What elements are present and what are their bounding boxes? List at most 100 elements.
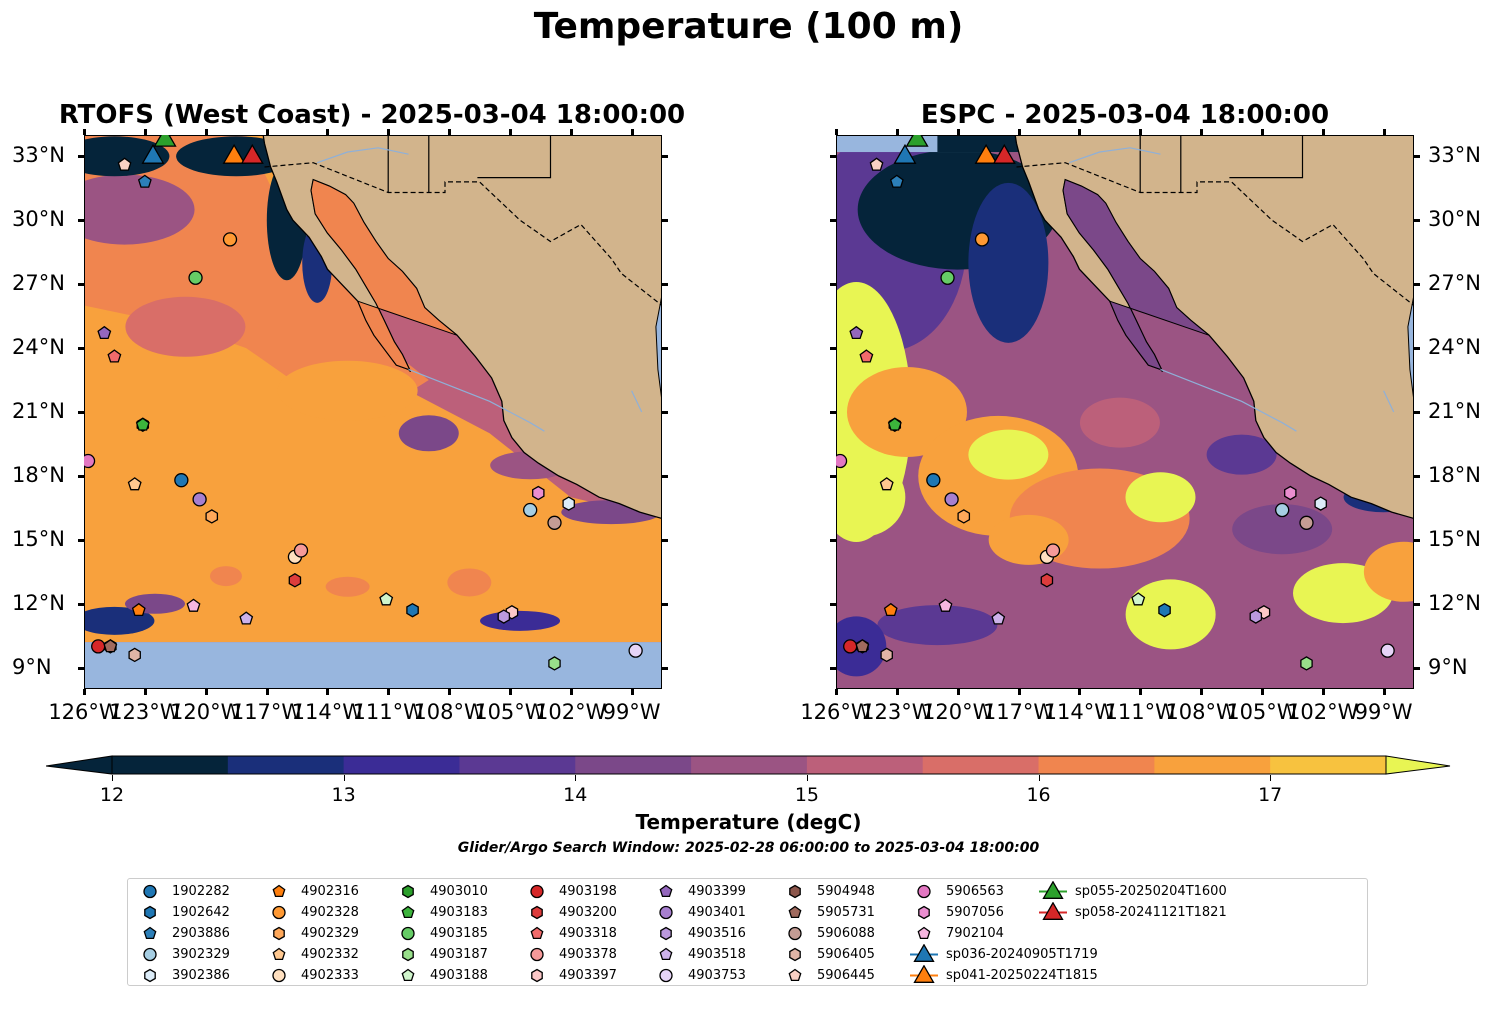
legend-item-3902386: 3902386: [136, 965, 230, 986]
legend: 1902282 1902642 2903886 3902329 3902386 49023…: [127, 878, 1368, 986]
colorbar-segment: [227, 756, 345, 774]
pentagon-marker-icon: [401, 968, 415, 982]
lat-tick-mark: [662, 347, 668, 351]
legend-item-4903397: 4903397: [523, 965, 617, 986]
lon-tick-mark: [895, 689, 899, 695]
figure-title: Temperature (100 m): [533, 6, 964, 47]
legend-item-4903516: 4903516: [652, 923, 746, 944]
map-panel-espc[interactable]: [836, 135, 1414, 689]
legend-label: 5907056: [946, 905, 1004, 920]
lat-tick-mark: [662, 155, 668, 159]
legend-marker: [788, 968, 802, 982]
lat-tick-mark: [78, 411, 84, 414]
lat-tick-right: 21°N: [1428, 399, 1481, 423]
legend-marker: [660, 926, 672, 941]
lat-tick-mark: [1414, 283, 1420, 287]
lon-tick: 123°W: [109, 700, 181, 724]
circle-marker-icon: [659, 968, 673, 983]
lon-tick-mark: [1017, 689, 1021, 695]
lon-tick: 111°W: [1104, 700, 1176, 724]
obs-marker-4902329: [957, 509, 971, 524]
circle-marker-icon: [917, 884, 931, 899]
lat-tick-right: 12°N: [1428, 590, 1481, 615]
obs-marker-4903188: [1131, 592, 1146, 606]
legend-marker: [401, 905, 415, 919]
circle-marker-icon: [530, 884, 544, 899]
circle-marker-icon: [788, 926, 802, 941]
lon-tick-mark: [1321, 129, 1325, 135]
obs-marker-4903401: [944, 492, 959, 507]
obs-marker-5906088: [1299, 515, 1314, 530]
legend-label: 4903187: [430, 947, 488, 962]
lat-tick-mark: [78, 474, 84, 478]
colorbar-tick: 15: [794, 784, 819, 806]
obs-marker-4903198: [91, 639, 106, 654]
obs-marker-5906563: [836, 453, 848, 469]
lat-tick-mark: [78, 155, 84, 159]
circle-marker-icon: [659, 905, 673, 920]
lon-tick: 126°W: [800, 700, 872, 724]
lon-tick-mark: [569, 689, 573, 695]
legend-item-4903183: 4903183: [394, 902, 488, 923]
legend-label: 5905731: [817, 905, 875, 920]
lat-tick-right: 24°N: [1428, 335, 1481, 360]
obs-marker-4902332: [127, 477, 142, 491]
legend-label: sp041-20250224T1815: [946, 968, 1098, 983]
legend-label: 5904948: [817, 884, 875, 899]
obs-marker-4903183: [887, 417, 902, 431]
legend-item-4903401: 4903401: [652, 902, 746, 923]
lon-tick: 102°W: [1287, 700, 1359, 724]
lon-tick-mark: [265, 129, 269, 135]
pentagon-marker-icon: [788, 905, 802, 919]
lon-tick-mark: [630, 689, 634, 695]
lon-tick-mark: [630, 129, 634, 135]
hexagon-marker-icon: [273, 926, 285, 941]
obs-marker-3902386: [562, 496, 575, 511]
obs-marker-7902104: [938, 598, 953, 612]
lat-tick-mark: [830, 474, 836, 478]
legend-item-4903198: 4903198: [523, 881, 617, 902]
lat-tick-mark: [662, 474, 668, 478]
lat-tick-mark: [662, 538, 668, 542]
legend-marker: [402, 947, 414, 962]
colorbar-segment: [691, 756, 808, 774]
lat-tick-mark: [830, 219, 836, 223]
colorbar-tick: 13: [331, 784, 356, 806]
colorbar-segment: [112, 756, 229, 774]
legend-label: 7902104: [946, 926, 1004, 941]
circle-marker-icon: [143, 884, 157, 899]
legend-marker: [144, 968, 156, 983]
lon-tick: 108°W: [413, 700, 485, 724]
obs-marker-5906445: [117, 157, 132, 171]
legend-label: 4903198: [559, 884, 617, 899]
lon-tick-mark: [835, 129, 838, 135]
obs-marker-7902104: [186, 598, 201, 612]
obs-marker-4902316: [131, 602, 146, 617]
legend-item-5906563: 5906563: [910, 881, 1004, 902]
legend-item-5905731: 5905731: [781, 902, 875, 923]
lat-tick-left: 21°N: [12, 399, 65, 423]
legend-label: 3902386: [172, 968, 230, 983]
circle-marker-icon: [272, 905, 286, 920]
pentagon-marker-icon: [530, 926, 544, 940]
obs-marker-1902282: [174, 473, 189, 488]
legend-label: sp036-20240905T1719: [946, 947, 1098, 962]
lon-tick-mark: [1017, 129, 1021, 135]
pentagon-marker-icon: [143, 926, 157, 940]
map-panel-rtofs[interactable]: [84, 135, 662, 689]
legend-label: 4903516: [688, 926, 746, 941]
lon-tick-mark: [1139, 129, 1143, 135]
obs-marker-4903753: [1380, 643, 1395, 658]
legend-marker: [530, 926, 544, 940]
lon-tick: 120°W: [169, 700, 242, 724]
colorbar-tick-mark: [806, 775, 808, 781]
colorbar: [46, 755, 1451, 775]
legend-label: 4903183: [430, 905, 488, 920]
lon-tick-mark: [1382, 689, 1386, 695]
lat-tick-mark: [78, 347, 84, 351]
lon-tick-mark: [835, 689, 838, 695]
lat-tick-mark: [1414, 666, 1420, 670]
lon-tick: 123°W: [861, 700, 933, 724]
legend-item-1902282: 1902282: [136, 881, 230, 902]
legend-marker: [917, 884, 931, 899]
